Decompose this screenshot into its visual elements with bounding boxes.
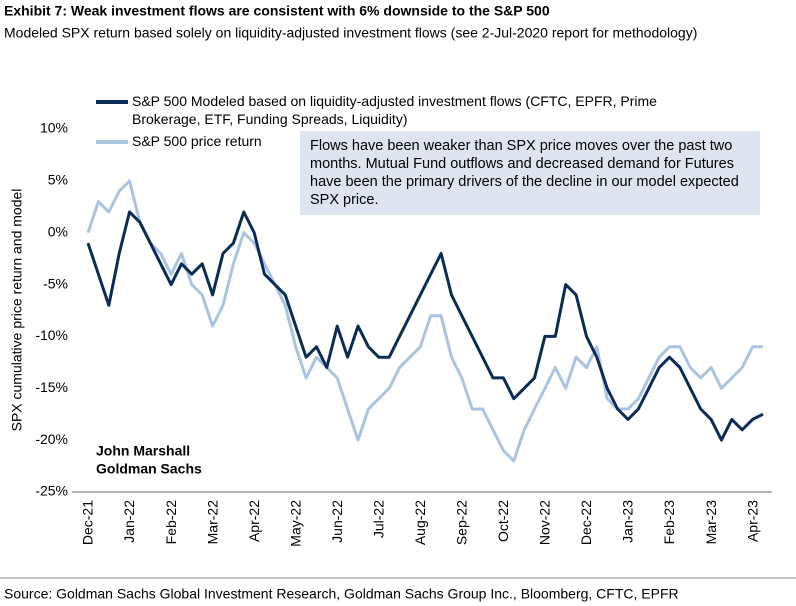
legend: S&P 500 Modeled based on liquidity-adjus… [96, 92, 716, 154]
source: Source: Goldman Sachs Global Investment … [4, 586, 679, 602]
y-tick-label: 10% [40, 120, 68, 136]
chart-title: Exhibit 7: Weak investment flows are con… [4, 3, 550, 19]
x-tick-label: Jun-22 [329, 500, 345, 543]
x-tick-label: Oct-22 [495, 500, 511, 542]
y-tick-label: -10% [35, 327, 68, 343]
y-axis-label: SPX cumulative price return and model [9, 189, 25, 432]
y-tick-label: -5% [43, 275, 68, 291]
x-tick-label: Mar-22 [204, 500, 220, 545]
annotation: Flows have been weaker than SPX price mo… [300, 131, 760, 215]
y-tick-label: -15% [35, 379, 68, 395]
series-line [86, 179, 763, 463]
watermark: Goldman Sachs [96, 461, 202, 477]
watermark: John Marshall [96, 443, 190, 459]
x-tick-label: Dec-22 [578, 500, 594, 545]
x-tick-label: Jul-22 [370, 500, 386, 538]
series-line [86, 210, 764, 442]
legend-label: S&P 500 Modeled based on liquidity-adjus… [132, 93, 657, 127]
legend-item: S&P 500 price return [96, 132, 716, 150]
x-tick-label: Apr-22 [246, 500, 262, 542]
x-tick-label: Mar-23 [703, 500, 719, 545]
x-tick-label: Nov-22 [537, 500, 553, 545]
x-tick-label: Sep-22 [454, 500, 470, 545]
x-tick-label: Dec-21 [80, 500, 96, 545]
x-tick-label: Jan-22 [121, 500, 137, 543]
y-tick-label: -25% [35, 483, 68, 499]
legend-swatch [96, 100, 128, 104]
x-tick-label: Aug-22 [412, 500, 428, 545]
y-tick-label: 0% [48, 223, 68, 239]
legend-label: S&P 500 price return [132, 133, 262, 149]
y-tick-label: -20% [35, 431, 68, 447]
y-tick-label: 5% [48, 172, 68, 188]
x-tick-label: Apr-23 [744, 500, 760, 542]
x-tick-label: Feb-23 [661, 500, 677, 545]
x-tick-label: Feb-22 [163, 500, 179, 545]
x-tick-label: May-22 [287, 500, 303, 547]
chart-subtitle: Modeled SPX return based solely on liqui… [4, 25, 697, 41]
legend-swatch [96, 140, 128, 144]
legend-item: S&P 500 Modeled based on liquidity-adjus… [96, 92, 716, 128]
x-tick-label: Jan-23 [620, 500, 636, 543]
